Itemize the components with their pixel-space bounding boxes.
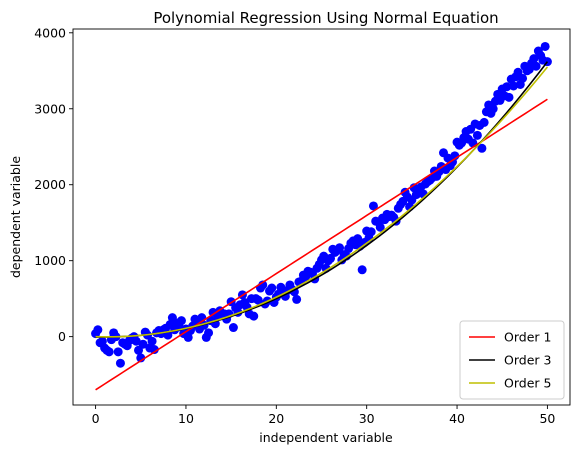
- data-point: [540, 41, 550, 51]
- data-point: [368, 201, 378, 211]
- y-axis-label: dependent variable: [8, 156, 23, 278]
- data-point: [149, 345, 159, 355]
- y-tick-label: 1000: [34, 253, 66, 268]
- legend-entry: Order 1: [504, 330, 551, 345]
- data-point: [479, 117, 489, 127]
- data-point: [97, 336, 107, 346]
- x-axis-label: independent variable: [259, 430, 393, 445]
- data-point: [502, 82, 512, 92]
- x-tick-label: 30: [359, 411, 375, 426]
- data-point: [488, 104, 498, 114]
- legend-box: [459, 320, 565, 400]
- plot-area: 0 10 20 30 40 50 0 1000 2000 3000 4000 Order 1 Order…: [34, 25, 571, 426]
- data-point: [504, 92, 514, 102]
- data-point: [253, 295, 263, 305]
- x-tick-label: 50: [539, 411, 555, 426]
- data-point: [529, 54, 539, 64]
- x-tick-label: 20: [268, 411, 284, 426]
- data-point: [472, 130, 482, 140]
- data-point: [292, 294, 302, 304]
- data-point: [131, 336, 141, 346]
- chart-title: Polynomial Regression Using Normal Equat…: [153, 9, 498, 27]
- data-point: [176, 316, 186, 326]
- data-point: [204, 328, 214, 338]
- data-point: [183, 332, 193, 342]
- data-point: [138, 339, 148, 349]
- x-tick-label: 10: [178, 411, 194, 426]
- axes-frame: [72, 28, 571, 406]
- data-point: [353, 234, 363, 244]
- data-point: [258, 280, 268, 290]
- x-tick-label: 40: [449, 411, 465, 426]
- data-point: [115, 358, 125, 368]
- data-point: [113, 347, 123, 357]
- y-tick-label: 0: [58, 329, 66, 344]
- data-point: [147, 336, 157, 346]
- series-line-order-1: [95, 98, 548, 391]
- data-point: [335, 243, 345, 253]
- data-point: [249, 311, 259, 321]
- data-point: [509, 81, 519, 91]
- data-point: [531, 61, 541, 71]
- data-point: [267, 283, 277, 293]
- series-line-order-3: [95, 61, 549, 338]
- data-point: [93, 325, 103, 335]
- y-tick-label: 2000: [34, 177, 66, 192]
- data-point: [104, 347, 114, 357]
- data-point: [518, 73, 528, 83]
- data-point: [477, 143, 487, 153]
- x-tick-label: 0: [92, 411, 100, 426]
- data-point: [366, 227, 376, 237]
- data-point: [375, 222, 385, 232]
- series-line-order-5: [95, 66, 549, 338]
- y-tick-label: 3000: [34, 101, 66, 116]
- data-point: [228, 323, 238, 333]
- y-tick-label: 4000: [34, 25, 66, 40]
- legend-entry: Order 3: [504, 353, 551, 368]
- legend-entry: Order 5: [504, 376, 551, 391]
- data-point: [357, 265, 367, 275]
